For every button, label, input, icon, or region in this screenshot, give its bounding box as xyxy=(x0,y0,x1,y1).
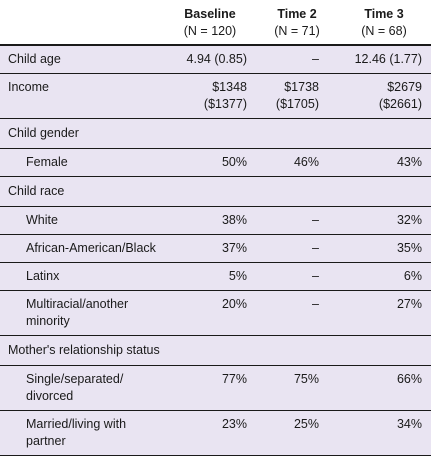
cell-baseline: 20% xyxy=(163,290,257,336)
row-label: Income xyxy=(0,73,163,119)
cell-time3: $2679 ($2661) xyxy=(337,73,431,119)
cell-time3: 12.46 (1.77) xyxy=(354,52,422,66)
cell-baseline: $1348 ($1377) xyxy=(163,73,257,119)
cell-time3: 34% xyxy=(337,410,431,456)
cell-time2: – xyxy=(257,262,337,291)
row-label: African-American/Black xyxy=(0,234,163,263)
header-baseline-title: Baseline xyxy=(184,7,236,21)
table-row-income: Income $1348 ($1377) $1738 ($1705) $2679… xyxy=(0,73,431,119)
cell-time3: 6% xyxy=(337,262,431,291)
header-baseline-n: (N = 120) xyxy=(183,24,237,38)
header-time2-n: (N = 71) xyxy=(274,24,320,38)
row-label: Latinx xyxy=(0,262,163,291)
row-label: Female xyxy=(0,148,163,177)
cell-time3: 35% xyxy=(337,234,431,263)
cell-time3: 27% xyxy=(337,290,431,336)
header-time2-title: Time 2 xyxy=(277,7,317,21)
cell-time2: 25% xyxy=(257,410,337,456)
table-row-married: Married/living with partner 23% 25% 34% xyxy=(0,410,431,456)
section-row-child-gender: Child gender xyxy=(0,118,431,149)
header-time3-title: Time 3 xyxy=(364,7,404,21)
header-time2: Time 2 (N = 71) xyxy=(257,0,337,46)
table-row-multiracial: Multiracial/another minority 20% – 27% xyxy=(0,290,431,336)
header-baseline: Baseline (N = 120) xyxy=(163,0,257,46)
cell-time3: 43% xyxy=(337,148,431,177)
section-row-relationship-status: Mother's relationship status xyxy=(0,335,431,366)
header-time3: Time 3 (N = 68) xyxy=(337,0,431,46)
cell-time2: $1738 ($1705) xyxy=(257,73,337,119)
row-label: Single/separated/ divorced xyxy=(0,365,163,411)
cell-baseline: 50% xyxy=(163,148,257,177)
table-row-single: Single/separated/ divorced 77% 75% 66% xyxy=(0,365,431,411)
cell-time2: 75% xyxy=(257,365,337,411)
row-label: Child age xyxy=(8,52,61,66)
cell-baseline: 5% xyxy=(163,262,257,291)
table-row-female: Female 50% 46% 43% xyxy=(0,148,431,177)
row-label: Married/living with partner xyxy=(0,410,163,456)
cell-time2: – xyxy=(257,234,337,263)
table-row-latinx: Latinx 5% – 6% xyxy=(0,262,431,291)
section-label: Child gender xyxy=(0,118,431,149)
cell-baseline: 38% xyxy=(163,206,257,235)
cell-baseline: 4.94 (0.85) xyxy=(186,52,247,66)
table-row-white: White 38% – 32% xyxy=(0,206,431,235)
cell-time2: – xyxy=(257,290,337,336)
cell-time3: 66% xyxy=(337,365,431,411)
row-label: Multiracial/another minority xyxy=(0,290,163,336)
header-time3-n: (N = 68) xyxy=(361,24,407,38)
cell-baseline: 23% xyxy=(163,410,257,456)
cell-time3: 32% xyxy=(337,206,431,235)
header-blank xyxy=(0,0,163,46)
cell-baseline: 77% xyxy=(163,365,257,411)
row-label: White xyxy=(0,206,163,235)
header-row: Baseline (N = 120) Time 2 (N = 71) Time … xyxy=(0,0,431,46)
cell-time2: – xyxy=(312,52,319,66)
table-row-child-age: Child age 4.94 (0.85) – 12.46 (1.77) xyxy=(0,45,431,74)
section-label: Mother's relationship status xyxy=(0,335,431,366)
section-row-child-race: Child race xyxy=(0,176,431,207)
section-label: Child race xyxy=(0,176,431,207)
cell-time2: 46% xyxy=(257,148,337,177)
cell-time2: – xyxy=(257,206,337,235)
table-row-african-american: African-American/Black 37% – 35% xyxy=(0,234,431,263)
cell-baseline: 37% xyxy=(163,234,257,263)
